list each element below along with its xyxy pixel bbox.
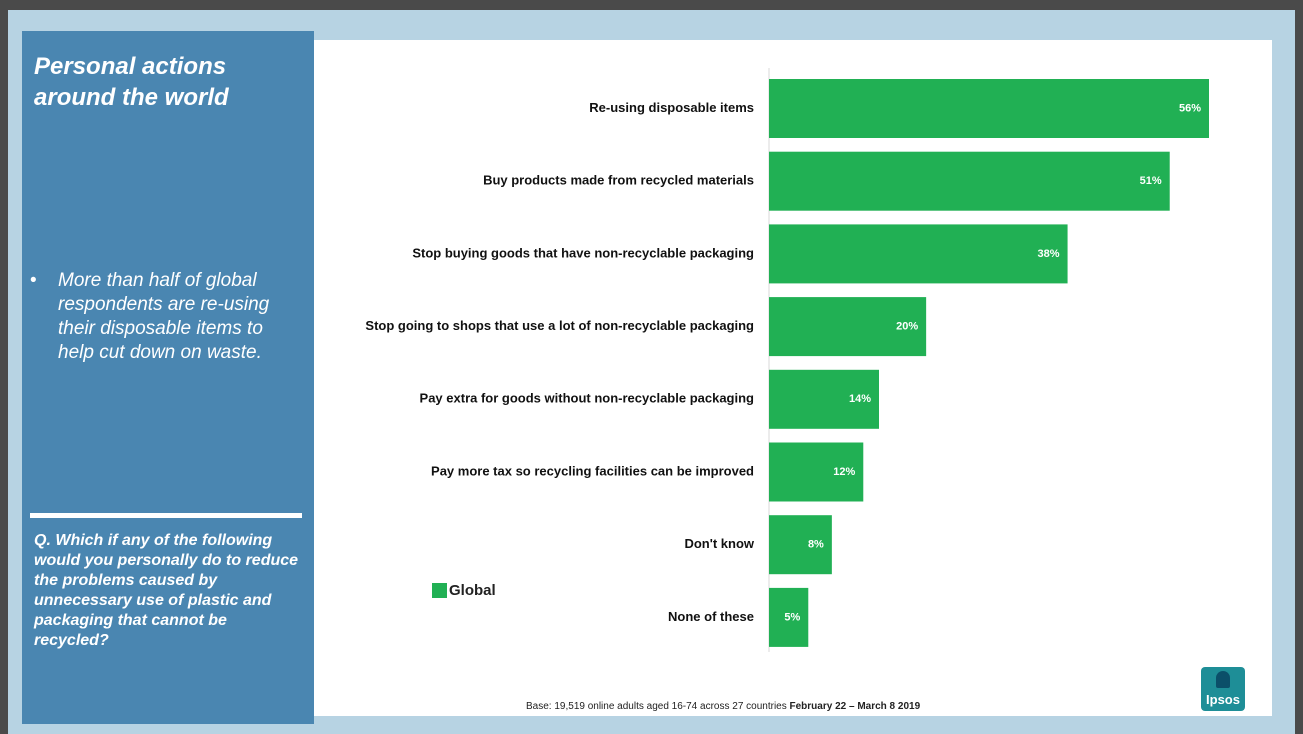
category-label-2: Stop buying goods that have non-recyclab… <box>412 245 754 260</box>
sidebar-panel: Personal actions around the world • More… <box>22 31 314 724</box>
chart-area: Re-using disposable items 56% Buy products… <box>314 40 1272 716</box>
key-finding: • More than half of global respondents a… <box>30 269 290 365</box>
value-label-3: 20% <box>896 321 918 333</box>
key-finding-text: More than half of global respondents are… <box>58 270 270 363</box>
slide-title-line1: Personal actions <box>34 53 227 80</box>
category-label-6: Don't know <box>684 536 754 551</box>
bar-chart: Re-using disposable items 56% Buy products… <box>365 68 1209 652</box>
legend: Global <box>432 582 496 599</box>
value-label-5: 12% <box>833 466 855 478</box>
bar-7 <box>769 587 809 647</box>
bar-5 <box>769 442 864 502</box>
logo-icon <box>1216 671 1230 688</box>
slide-title-line2: around the world <box>34 84 229 111</box>
divider <box>30 513 302 518</box>
category-label-0: Re-using disposable items <box>589 100 754 115</box>
category-label-5: Pay more tax so recycling facilities can… <box>431 463 754 478</box>
slide-title: Personal actions around the world <box>34 51 304 113</box>
category-label-4: Pay extra for goods without non-recyclab… <box>420 391 755 406</box>
logo-text: Ipsos <box>1206 692 1240 707</box>
legend-label: Global <box>449 582 496 599</box>
value-label-2: 38% <box>1038 248 1060 260</box>
bar-4 <box>769 369 879 429</box>
ipsos-logo: Ipsos <box>1201 667 1245 711</box>
category-label-1: Buy products made from recycled material… <box>483 173 754 188</box>
survey-question: Q. Which if any of the following would y… <box>34 532 299 649</box>
bullet-icon: • <box>30 270 37 291</box>
value-label-1: 51% <box>1140 175 1162 187</box>
base-text: Base: 19,519 online adults aged 16-74 ac… <box>526 701 787 712</box>
bar-6 <box>769 515 832 575</box>
value-label-7: 5% <box>784 611 800 623</box>
value-label-6: 8% <box>808 539 824 551</box>
fieldwork-date: February 22 – March 8 2019 <box>789 701 921 712</box>
bar-2 <box>769 224 1068 284</box>
base-note: Base: 19,519 online adults aged 16-74 ac… <box>526 701 920 712</box>
bar-3 <box>769 297 927 357</box>
bar-0 <box>769 79 1209 138</box>
value-label-0: 56% <box>1179 102 1201 114</box>
value-label-4: 14% <box>849 393 871 405</box>
legend-swatch <box>432 583 447 598</box>
category-label-7: None of these <box>668 609 754 624</box>
bar-1 <box>769 151 1170 211</box>
category-label-3: Stop going to shops that use a lot of no… <box>365 318 754 333</box>
